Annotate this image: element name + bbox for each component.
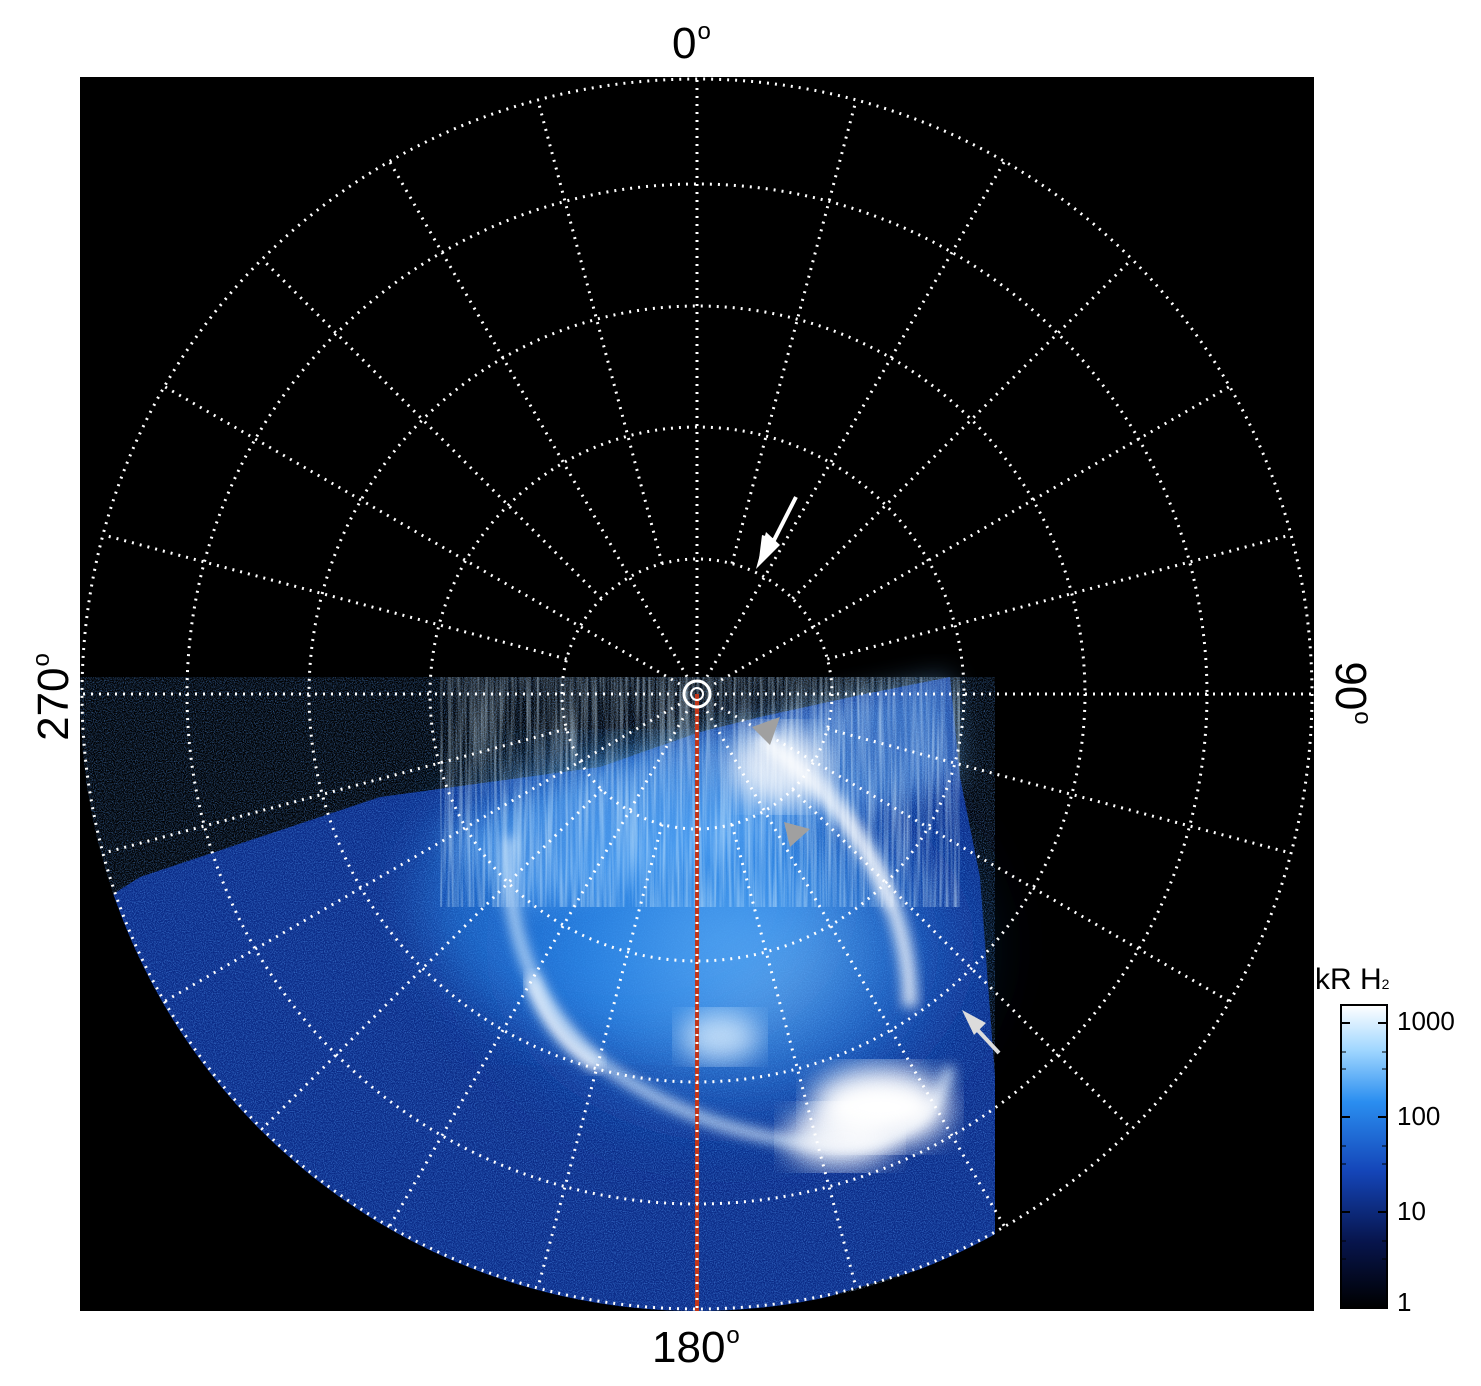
colorbar: [1340, 1004, 1388, 1309]
meridian-line: [388, 160, 689, 678]
colorbar-tick-10: 10: [1397, 1196, 1426, 1226]
label-180-degrees: 180o: [652, 1322, 740, 1372]
meridian-line: [261, 258, 603, 600]
polar-projection-svg: [80, 77, 1314, 1311]
meridian-line: [102, 533, 567, 661]
aurora-emission: [80, 677, 1000, 1311]
meridian-line: [536, 99, 664, 564]
meridian-line: [705, 160, 1006, 678]
meridian-line: [261, 788, 603, 1130]
meridian-line: [827, 533, 1292, 661]
grey-arrow-2: [784, 822, 810, 847]
longitude-grid: [82, 79, 1312, 1309]
meridian-line: [713, 702, 1231, 1003]
meridian-line: [827, 727, 1292, 855]
meridian-line: [388, 710, 689, 1228]
meridian-line: [730, 824, 858, 1289]
meridian-line: [102, 727, 567, 855]
meridian-line: [730, 99, 858, 564]
meridian-line: [705, 710, 1006, 1228]
meridian-line: [713, 385, 1231, 686]
label-0-degrees: 0o: [672, 18, 711, 68]
meridian-line: [791, 788, 1133, 1130]
grey-arrow-lower: [962, 1010, 1001, 1055]
colorbar-tick-1000: 1000: [1397, 1006, 1455, 1036]
label-270-degrees: 270o: [28, 653, 78, 741]
polar-auroral-image: [80, 77, 1314, 1311]
meridian-line: [791, 258, 1133, 600]
colorbar-title: kR H2: [1315, 963, 1390, 996]
meridian-line: [536, 824, 664, 1289]
white-arrow-upper: [756, 496, 798, 569]
colorbar-tick-1: 1: [1397, 1287, 1412, 1317]
meridian-line: [163, 385, 681, 686]
grey-arrow-1: [752, 717, 780, 745]
label-90-degrees: 90o: [1326, 661, 1376, 725]
pole-marker: [682, 679, 712, 709]
meridian-line: [163, 702, 681, 1003]
colorbar-tick-100: 100: [1397, 1101, 1441, 1131]
